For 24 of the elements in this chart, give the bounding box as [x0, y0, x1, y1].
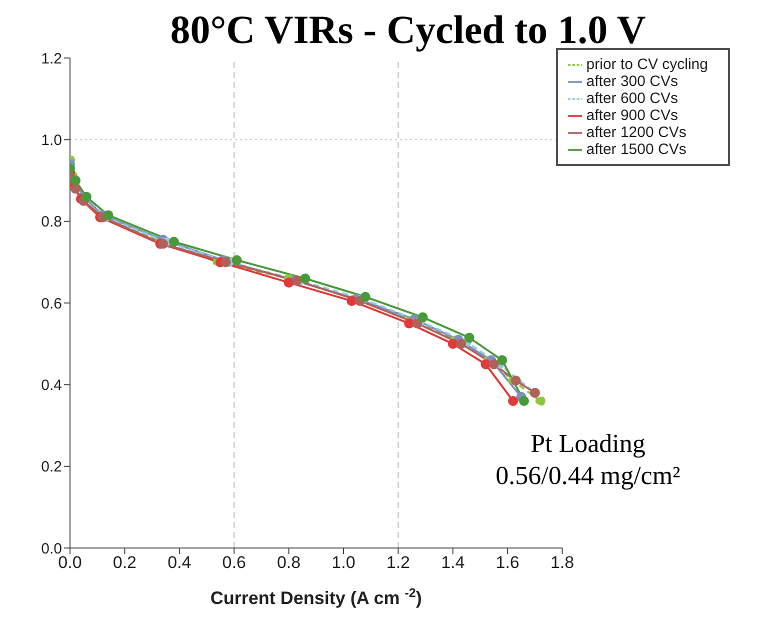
x-tick-label: 1.2	[386, 553, 410, 572]
y-tick-label: 0.2	[41, 458, 62, 476]
x-tick-label: 1.8	[550, 553, 574, 572]
x-tick-label: 1.0	[332, 553, 356, 572]
x-tick-label: 1.6	[496, 553, 520, 572]
x-tick-label: 0.6	[222, 553, 246, 572]
y-tick-label: 0.8	[41, 214, 62, 231]
chart-title: 80°C VIRs - Cycled to 1.0 V	[169, 7, 647, 52]
x-tick-label: 0.8	[276, 553, 301, 572]
y-tick-label: 1.2	[41, 50, 62, 68]
legend-label: after 300 CVs	[586, 73, 678, 90]
y-tick-label: 0.4	[41, 376, 62, 394]
x-tick-label: 0.4	[168, 553, 192, 572]
legend-label: after 600 CVs	[586, 90, 678, 107]
legend-label: after 900 CVs	[586, 107, 678, 124]
x-tick-label: 1.4	[441, 553, 465, 572]
annotation: Pt Loading 0.56/0.44 mg/cm²	[494, 428, 682, 492]
legend-label: prior to CV cycling	[586, 56, 708, 73]
y-tick-label: 1.0	[41, 132, 62, 149]
y-tick-label: 0.6	[41, 295, 62, 312]
x-tick-label: 0.2	[112, 553, 137, 572]
legend-label: after 1200 CVs	[586, 124, 686, 141]
x-axis-title: Current Density (A cm $^{-2}$)	[210, 586, 422, 608]
legend-label: after 1500 CVs	[586, 141, 686, 158]
